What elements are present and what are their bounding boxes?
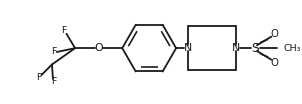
Text: O: O: [270, 58, 278, 68]
Text: N: N: [232, 43, 240, 53]
Text: N: N: [184, 43, 192, 53]
Text: F: F: [61, 26, 66, 35]
Text: F: F: [36, 74, 41, 82]
Text: O: O: [270, 29, 278, 39]
Text: F: F: [51, 48, 56, 56]
Text: F: F: [51, 77, 56, 86]
Text: O: O: [95, 43, 104, 53]
Text: S: S: [251, 42, 259, 55]
Text: CH₃: CH₃: [284, 44, 301, 53]
